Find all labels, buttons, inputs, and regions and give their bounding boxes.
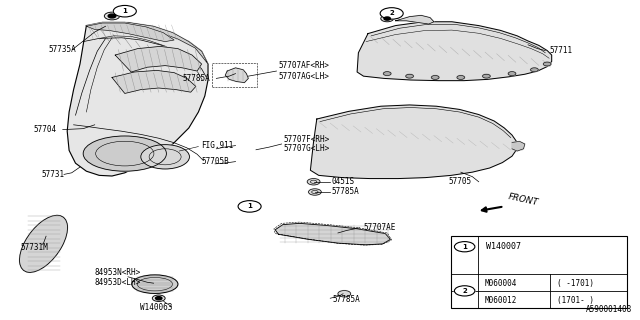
Circle shape: [141, 145, 189, 169]
Polygon shape: [275, 223, 390, 245]
Text: 57731M: 57731M: [20, 244, 48, 252]
Text: 2: 2: [462, 288, 467, 294]
Polygon shape: [67, 22, 208, 176]
Text: A590001408: A590001408: [586, 305, 632, 314]
Circle shape: [108, 14, 116, 18]
Polygon shape: [112, 70, 196, 93]
Text: 57705B: 57705B: [202, 157, 229, 166]
Text: 57711: 57711: [549, 46, 572, 55]
Text: 84953D<LH>: 84953D<LH>: [95, 278, 141, 287]
Text: 57785A: 57785A: [182, 74, 210, 83]
Circle shape: [308, 189, 321, 195]
FancyBboxPatch shape: [451, 236, 627, 308]
Text: 57707F<RH>: 57707F<RH>: [284, 135, 330, 144]
Text: 57707AE: 57707AE: [364, 223, 396, 232]
Circle shape: [152, 295, 165, 301]
Polygon shape: [225, 68, 248, 83]
Text: ( -1701): ( -1701): [557, 279, 594, 288]
Circle shape: [104, 12, 120, 20]
Circle shape: [454, 286, 475, 296]
Circle shape: [531, 68, 538, 72]
Circle shape: [307, 179, 320, 185]
Polygon shape: [115, 46, 202, 72]
Circle shape: [457, 76, 465, 79]
Text: M060012: M060012: [484, 296, 517, 305]
Text: FIG.911: FIG.911: [202, 141, 234, 150]
Circle shape: [454, 242, 475, 252]
Circle shape: [543, 62, 551, 66]
Text: 84953N<RH>: 84953N<RH>: [95, 268, 141, 277]
Text: 57704: 57704: [33, 125, 56, 134]
Polygon shape: [357, 22, 552, 81]
Circle shape: [380, 8, 403, 19]
Circle shape: [383, 72, 391, 76]
Text: 57707G<LH>: 57707G<LH>: [284, 144, 330, 153]
Text: 0451S: 0451S: [332, 177, 355, 186]
Polygon shape: [86, 23, 174, 42]
Circle shape: [238, 201, 261, 212]
Text: 1: 1: [462, 244, 467, 250]
Text: 57735A: 57735A: [48, 45, 76, 54]
Circle shape: [113, 5, 136, 17]
Ellipse shape: [83, 136, 166, 171]
Circle shape: [381, 15, 394, 22]
Text: FRONT: FRONT: [507, 192, 539, 207]
Text: W140063: W140063: [140, 303, 172, 312]
Ellipse shape: [132, 275, 178, 293]
Circle shape: [508, 72, 516, 76]
Text: 57705: 57705: [448, 177, 471, 186]
Polygon shape: [310, 105, 517, 179]
Text: 57707AG<LH>: 57707AG<LH>: [278, 72, 329, 81]
Polygon shape: [396, 15, 434, 24]
Text: 1: 1: [247, 204, 252, 209]
Polygon shape: [512, 141, 525, 151]
Circle shape: [338, 291, 351, 297]
Circle shape: [406, 74, 413, 78]
Text: M060004: M060004: [484, 279, 517, 288]
Text: 57785A: 57785A: [333, 295, 360, 304]
Polygon shape: [86, 22, 208, 64]
Ellipse shape: [19, 215, 68, 272]
Text: 57731: 57731: [42, 170, 65, 179]
Circle shape: [384, 17, 390, 20]
Text: 57707AF<RH>: 57707AF<RH>: [278, 61, 329, 70]
Text: 1: 1: [122, 8, 127, 14]
Text: 2: 2: [389, 11, 394, 16]
Circle shape: [156, 297, 162, 300]
Text: 57785A: 57785A: [332, 188, 359, 196]
Circle shape: [483, 74, 490, 78]
Circle shape: [431, 76, 439, 79]
Text: W140007: W140007: [486, 242, 522, 251]
Text: (1701- ): (1701- ): [557, 296, 594, 305]
